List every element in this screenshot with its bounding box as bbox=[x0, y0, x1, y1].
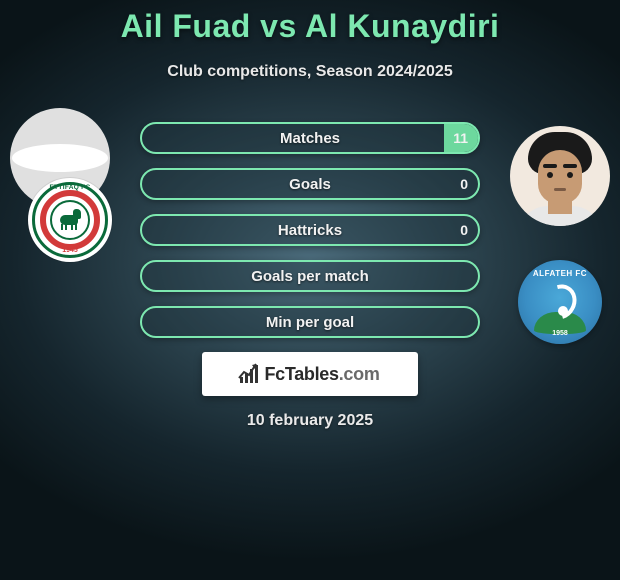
stat-bar: Matches11 bbox=[140, 122, 480, 154]
stat-label: Hattricks bbox=[142, 216, 478, 244]
brand-suffix: .com bbox=[339, 364, 380, 384]
branding-text: FcTables.com bbox=[264, 364, 379, 385]
stat-bar: Hattricks0 bbox=[140, 214, 480, 246]
horse-icon bbox=[58, 209, 82, 231]
club-left-badge: ETTIFAQ FC 1945 bbox=[28, 178, 112, 262]
club-right-name: ALFATEH FC bbox=[518, 269, 602, 278]
stat-bar: Goals per match bbox=[140, 260, 480, 292]
page-subtitle: Club competitions, Season 2024/2025 bbox=[0, 63, 620, 81]
branding-box[interactable]: FcTables.com bbox=[202, 352, 418, 396]
stat-label: Matches bbox=[142, 124, 478, 152]
avatar-placeholder-icon bbox=[12, 144, 108, 172]
date-label: 10 february 2025 bbox=[0, 412, 620, 430]
stat-value-right: 0 bbox=[460, 170, 468, 198]
ball-icon bbox=[558, 306, 568, 316]
brand-name: FcTables bbox=[264, 364, 338, 384]
stat-label: Goals bbox=[142, 170, 478, 198]
club-left-year: 1945 bbox=[28, 247, 112, 254]
club-right-badge: ALFATEH FC 1958 bbox=[518, 260, 602, 344]
club-right-year: 1958 bbox=[518, 330, 602, 337]
stat-bar: Goals0 bbox=[140, 168, 480, 200]
face-icon bbox=[510, 126, 610, 226]
page-title: Ail Fuad vs Al Kunaydiri bbox=[0, 0, 620, 45]
stat-bar: Min per goal bbox=[140, 306, 480, 338]
bar-chart-icon bbox=[240, 365, 258, 383]
player-right-avatar bbox=[510, 126, 610, 226]
content-root: Ail Fuad vs Al Kunaydiri Club competitio… bbox=[0, 0, 620, 580]
stats-container: Matches11Goals0Hattricks0Goals per match… bbox=[140, 122, 480, 352]
stat-label: Goals per match bbox=[142, 262, 478, 290]
stat-value-right: 11 bbox=[453, 124, 468, 152]
stat-label: Min per goal bbox=[142, 308, 478, 336]
stat-value-right: 0 bbox=[460, 216, 468, 244]
